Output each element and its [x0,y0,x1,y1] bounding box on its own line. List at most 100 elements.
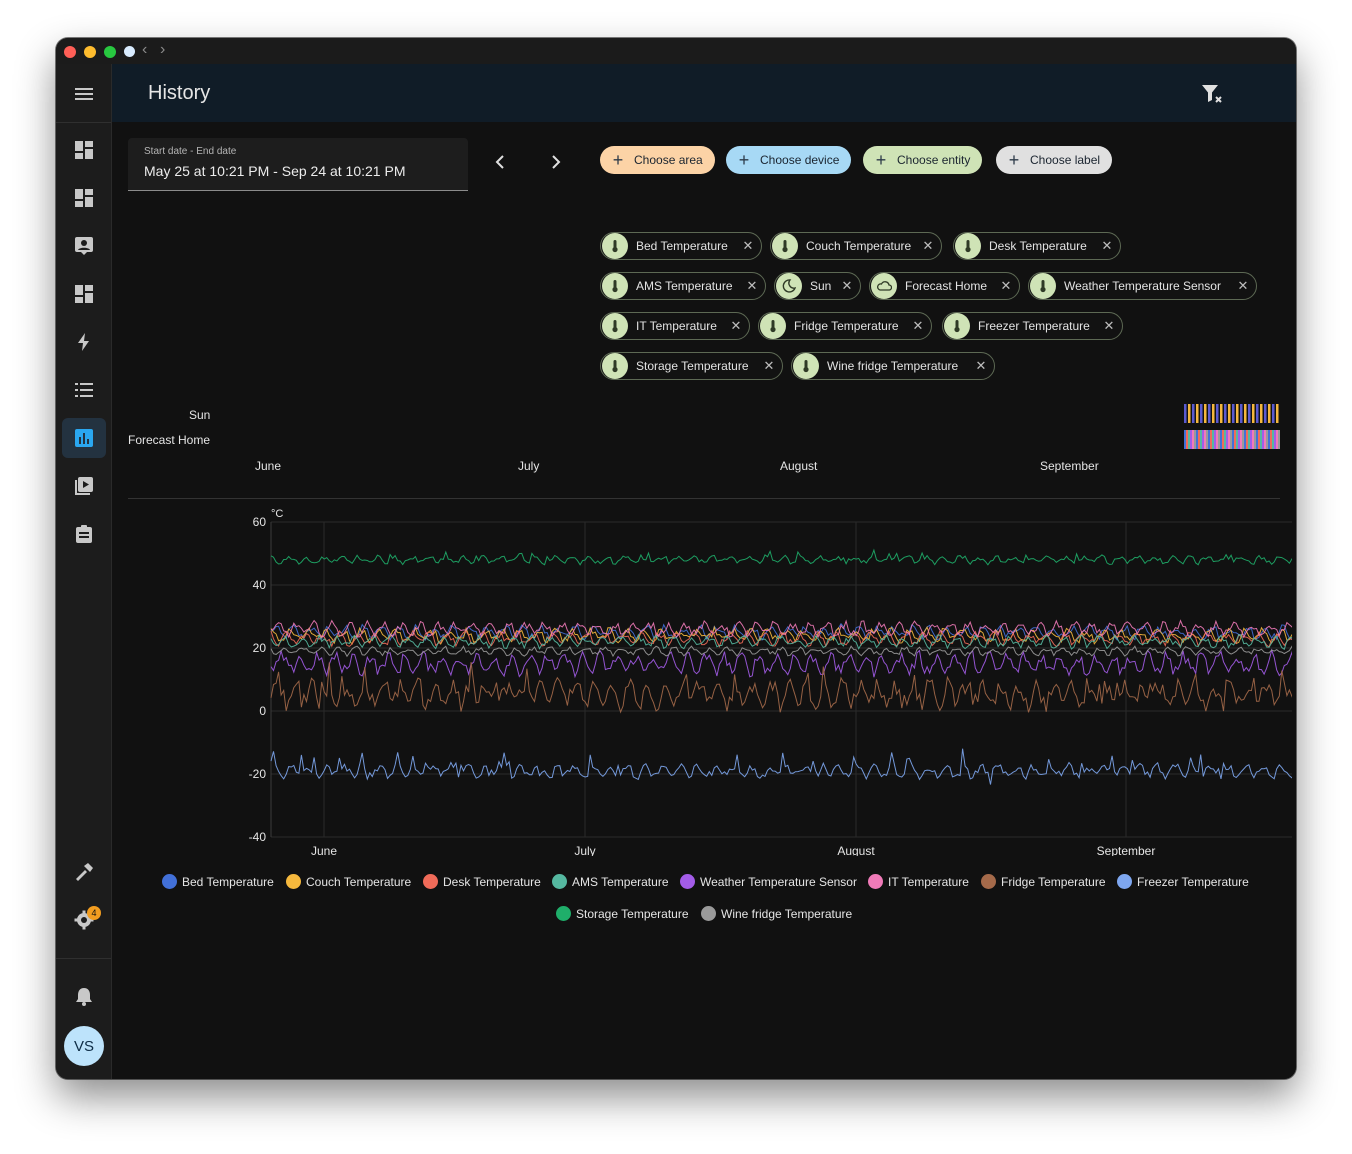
forecast-state-bar[interactable] [1270,430,1272,449]
sun-state-bar[interactable] [1192,404,1195,423]
entity-chip[interactable]: Freezer Temperature ✕ [942,312,1123,340]
forecast-state-bar[interactable] [1220,430,1222,449]
remove-chip-icon[interactable]: ✕ [912,318,924,333]
sun-state-bar[interactable] [1272,404,1275,423]
sidebar-item-map[interactable] [62,274,106,314]
forecast-state-bar[interactable] [1218,430,1220,449]
back-arrow-icon[interactable]: ‹ [142,41,148,58]
close-window-button[interactable] [64,46,76,58]
entity-chip[interactable]: AMS Temperature ✕ [600,272,766,300]
choose-entity-button[interactable]: + Choose entity [863,146,983,174]
forecast-state-bar[interactable] [1196,430,1198,449]
sun-state-bar[interactable] [1208,404,1211,423]
legend-item[interactable]: Fridge Temperature [981,874,1106,889]
legend-item[interactable]: Couch Temperature [286,874,411,889]
forecast-state-bar[interactable] [1232,430,1234,449]
sun-state-bar[interactable] [1236,404,1239,423]
forecast-state-bar[interactable] [1266,430,1268,449]
sun-state-bar[interactable] [1224,404,1227,423]
forecast-state-bar[interactable] [1256,430,1258,449]
sidebar-item-overview[interactable] [62,130,106,170]
sun-state-bar[interactable] [1276,404,1279,423]
forecast-state-bar[interactable] [1260,430,1262,449]
legend-item[interactable]: Freezer Temperature [1117,874,1249,889]
forecast-state-bar[interactable] [1230,430,1232,449]
remove-chip-icon[interactable]: ✕ [841,278,853,293]
timeline-state-bars[interactable] [1184,404,1280,450]
legend-item[interactable]: IT Temperature [868,874,969,889]
entity-chip[interactable]: Desk Temperature ✕ [953,232,1121,260]
menu-button[interactable] [62,74,106,114]
entity-chip[interactable]: Sun ✕ [774,272,861,300]
previous-period-icon[interactable] [490,152,510,172]
sidebar-item-logbook[interactable] [62,370,106,410]
forecast-state-bar[interactable] [1216,430,1218,449]
sun-state-bar[interactable] [1260,404,1263,423]
legend-item[interactable]: Wine fridge Temperature [701,906,852,921]
forecast-state-bar[interactable] [1198,430,1200,449]
next-period-icon[interactable] [546,152,566,172]
series-line[interactable] [270,648,1292,679]
legend-item[interactable]: AMS Temperature [552,874,669,889]
forecast-state-bar[interactable] [1190,430,1192,449]
sidebar-item-energy[interactable] [62,322,106,362]
legend-item[interactable]: Storage Temperature [556,906,689,921]
sun-state-bar[interactable] [1248,404,1251,423]
forecast-state-bar[interactable] [1194,430,1196,449]
remove-chip-icon[interactable]: ✕ [1000,278,1012,293]
series-line[interactable] [270,645,1292,658]
forecast-state-bar[interactable] [1222,430,1224,449]
sun-state-bar[interactable] [1204,404,1207,423]
sidebar-item-settings[interactable] [62,900,106,940]
sun-state-bar[interactable] [1188,404,1191,423]
sun-state-bar[interactable] [1232,404,1235,423]
forecast-state-bar[interactable] [1274,430,1276,449]
entity-chip[interactable]: Weather Temperature Sensor ✕ [1028,272,1257,300]
temperature-line-chart[interactable]: 60 40 20 0 -20 -40 June July August September °C [152,506,1292,856]
entity-chip[interactable]: Bed Temperature ✕ [600,232,762,260]
forecast-state-bar[interactable] [1228,430,1230,449]
remove-chip-icon[interactable]: ✕ [1237,278,1249,293]
forecast-state-bar[interactable] [1244,430,1246,449]
sidebar-item-notifications[interactable] [62,976,106,1016]
forecast-state-bar[interactable] [1264,430,1266,449]
forecast-state-bar[interactable] [1192,430,1194,449]
series-line[interactable] [270,661,1292,714]
sun-state-bar[interactable] [1220,404,1223,423]
sun-state-bar[interactable] [1216,404,1219,423]
sun-state-bar[interactable] [1244,404,1247,423]
forecast-state-bar[interactable] [1276,430,1278,449]
sun-state-bar[interactable] [1228,404,1231,423]
forecast-state-bar[interactable] [1210,430,1212,449]
forecast-state-bar[interactable] [1248,430,1250,449]
remove-chip-icon[interactable]: ✕ [730,318,742,333]
sidebar-item-todo[interactable] [62,514,106,554]
forecast-state-bar[interactable] [1252,430,1254,449]
avatar[interactable]: VS [64,1026,104,1066]
forecast-state-bar[interactable] [1236,430,1238,449]
entity-chip[interactable]: IT Temperature ✕ [600,312,750,340]
forecast-state-bar[interactable] [1242,430,1244,449]
minimize-window-button[interactable] [84,46,96,58]
sun-state-bar[interactable] [1196,404,1199,423]
remove-chip-icon[interactable]: ✕ [922,238,934,253]
forecast-state-bar[interactable] [1226,430,1228,449]
sidebar-item-media[interactable] [62,466,106,506]
choose-device-button[interactable]: + Choose device [726,146,852,174]
forecast-state-bar[interactable] [1204,430,1206,449]
remove-chip-icon[interactable]: ✕ [746,278,758,293]
remove-chip-icon[interactable]: ✕ [1103,318,1115,333]
forecast-state-bar[interactable] [1254,430,1256,449]
sun-state-bar[interactable] [1240,404,1243,423]
sun-state-bar[interactable] [1184,404,1187,423]
forecast-state-bar[interactable] [1208,430,1210,449]
sidebar-item-history[interactable] [62,418,106,458]
remove-chip-icon[interactable]: ✕ [975,358,987,373]
series-line[interactable] [270,622,1292,642]
forward-arrow-icon[interactable]: › [160,41,166,58]
forecast-state-bar[interactable] [1186,430,1188,449]
choose-label-button[interactable]: + Choose label [996,146,1113,174]
sun-state-bar[interactable] [1264,404,1267,423]
sun-state-bar[interactable] [1268,404,1271,423]
choose-area-button[interactable]: + Choose area [600,146,715,174]
